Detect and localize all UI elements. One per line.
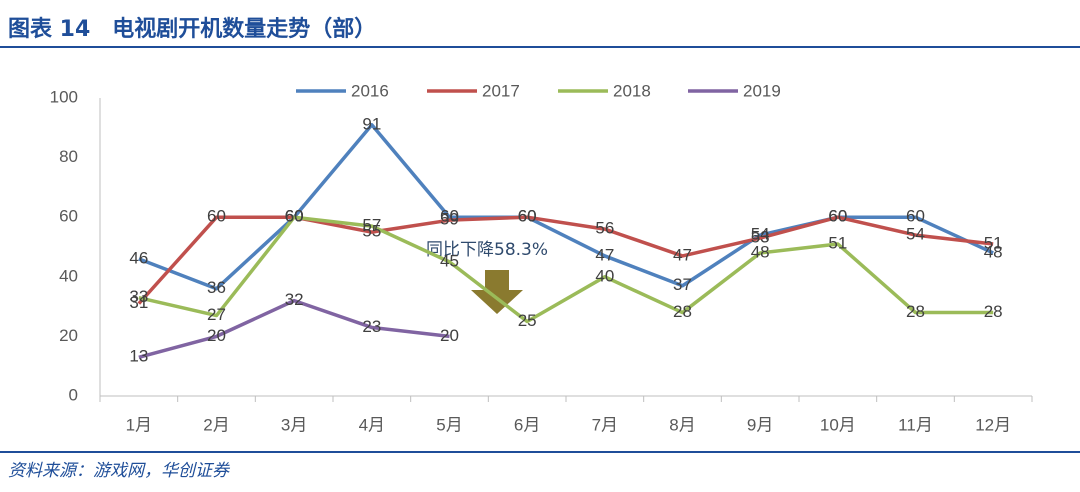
data-label: 60: [828, 207, 847, 226]
data-label: 28: [984, 302, 1003, 321]
data-label: 45: [440, 251, 459, 270]
series-line: [137, 215, 994, 305]
x-tick-label: 11月: [898, 415, 933, 434]
data-label: 47: [673, 245, 692, 264]
annotation: 同比下降58.3%: [426, 240, 548, 260]
data-label: 28: [673, 302, 692, 321]
data-label: 31: [129, 293, 148, 312]
data-label: 51: [984, 234, 1003, 253]
x-tick-label: 12月: [975, 415, 1011, 434]
data-label: 60: [207, 207, 226, 226]
data-label: 48: [984, 242, 1003, 261]
x-tick-label: 2月: [203, 415, 229, 434]
y-tick-label: 40: [59, 266, 78, 285]
data-label: 60: [518, 207, 537, 226]
y-tick-label: 60: [59, 207, 78, 226]
data-label: 27: [207, 305, 226, 324]
x-tick-label: 5月: [436, 415, 462, 434]
series-line: [138, 298, 450, 359]
source: 资料来源：游戏网，华创证券: [8, 461, 231, 481]
x-tick-label: 3月: [281, 415, 307, 434]
data-label: 60: [828, 207, 847, 226]
data-label: 53: [751, 228, 770, 247]
data-label: 32: [285, 290, 304, 309]
x-tick-label: 10月: [820, 415, 856, 434]
y-tick-label: 80: [59, 147, 78, 166]
data-label: 40: [595, 266, 614, 285]
data-label: 13: [129, 347, 148, 366]
annotation-arrow: [471, 270, 523, 314]
x-tick-label: 6月: [514, 415, 540, 434]
data-label: 91: [362, 114, 381, 133]
data-label: 59: [440, 210, 459, 229]
data-label: 55: [362, 222, 381, 241]
legend-label: 2016: [351, 81, 389, 100]
data-label: 46: [129, 248, 148, 267]
data-label: 36: [207, 278, 226, 297]
data-label: 25: [518, 311, 537, 330]
legend-label: 2017: [482, 81, 520, 100]
data-label: 60: [906, 207, 925, 226]
series-line: [138, 215, 994, 324]
data-label: 20: [207, 326, 226, 345]
data-label: 48: [751, 242, 770, 261]
data-label: 56: [595, 219, 614, 238]
data-label: 33: [129, 287, 148, 306]
data-label: 60: [518, 207, 537, 226]
data-label: 54: [751, 225, 770, 244]
data-label: 23: [362, 317, 381, 336]
series-line: [138, 123, 994, 291]
data-label: 60: [285, 207, 304, 226]
data-label: 47: [595, 245, 614, 264]
data-label: 60: [440, 207, 459, 226]
y-tick-label: 100: [50, 87, 78, 106]
x-tick-label: 8月: [669, 415, 695, 434]
data-label: 37: [673, 275, 692, 294]
data-label: 20: [440, 326, 459, 345]
data-label: 28: [906, 302, 925, 321]
y-tick-label: 20: [59, 326, 78, 345]
data-label: 57: [362, 216, 381, 235]
data-label: 54: [906, 225, 925, 244]
x-tick-label: 7月: [592, 415, 618, 434]
data-label: 60: [285, 207, 304, 226]
x-tick-label: 4月: [359, 415, 385, 434]
data-label: 51: [828, 234, 847, 253]
chart-title: 图表 14 电视剧开机数量走势（部）: [8, 16, 376, 42]
x-tick-label: 9月: [747, 415, 773, 434]
legend-label: 2019: [743, 81, 781, 100]
y-tick-label: 0: [69, 385, 78, 404]
legend-label: 2018: [613, 81, 651, 100]
data-label: 60: [285, 207, 304, 226]
x-tick-label: 1月: [126, 415, 152, 434]
